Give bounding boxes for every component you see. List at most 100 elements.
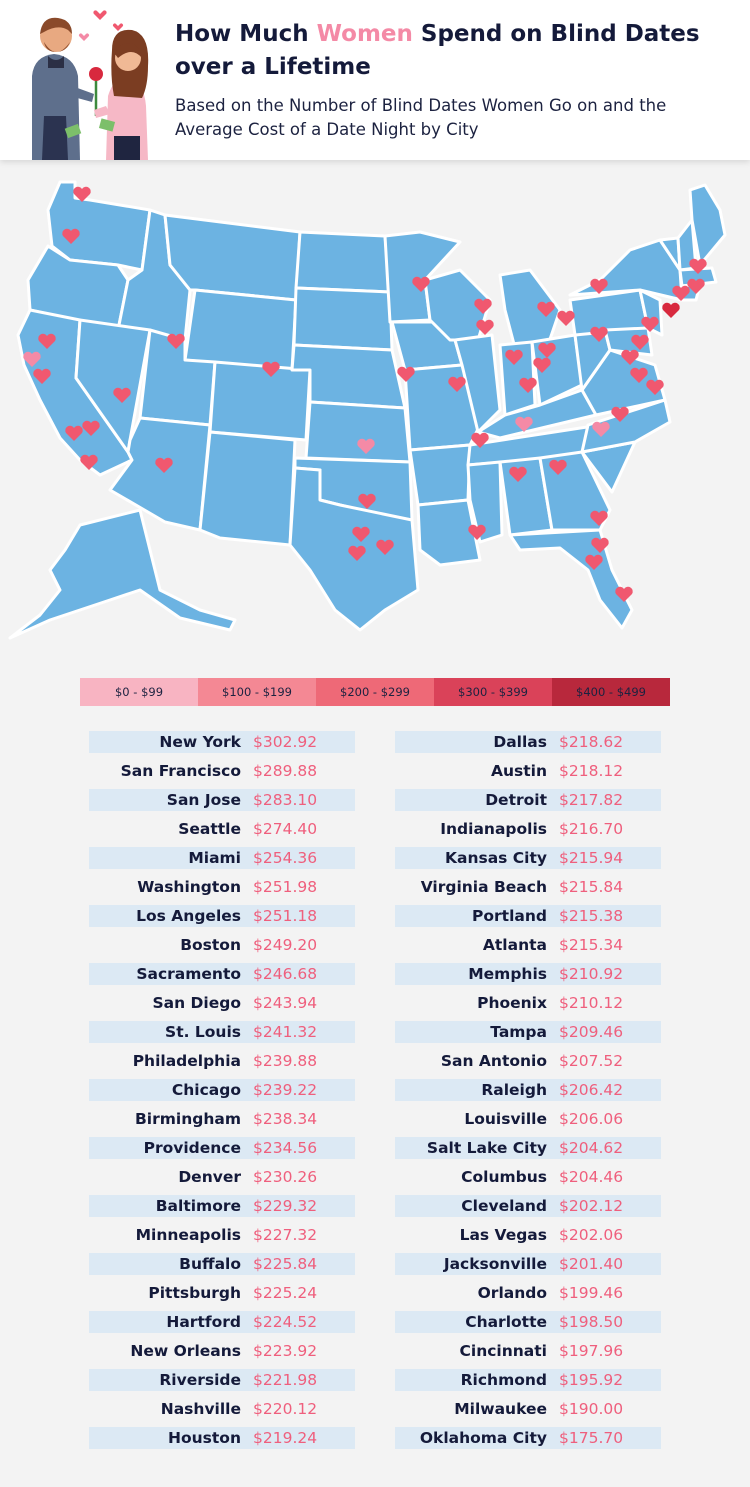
- spend-value: $283.10: [253, 791, 318, 809]
- state-louisiana: [416, 498, 482, 567]
- table-row: Miami $254.36: [89, 847, 355, 869]
- city-heart-marker: [641, 316, 659, 332]
- spend-value: $251.98: [253, 878, 318, 896]
- legend-item: $100 - $199: [198, 678, 316, 706]
- legend-item: $200 - $299: [316, 678, 434, 706]
- city-heart-marker: [537, 301, 555, 317]
- city-heart-marker: [167, 333, 185, 349]
- spend-value: $215.94: [559, 849, 624, 867]
- city-name: Portland: [472, 907, 547, 925]
- city-heart-marker: [155, 457, 173, 473]
- spend-value: $220.12: [253, 1400, 318, 1418]
- city-name: Austin: [490, 762, 547, 780]
- table-row: Las Vegas $202.06: [395, 1224, 661, 1246]
- city-name: Cleveland: [461, 1197, 547, 1215]
- city-name: Detroit: [485, 791, 547, 809]
- table-row: St. Louis $241.32: [89, 1021, 355, 1043]
- spend-value: $225.24: [253, 1284, 318, 1302]
- table-row: Oklahoma City $175.70: [395, 1427, 661, 1449]
- spend-value: $210.92: [559, 965, 624, 983]
- spend-value: $225.84: [253, 1255, 318, 1273]
- city-name: Raleigh: [481, 1081, 547, 1099]
- city-name: Phoenix: [477, 994, 547, 1012]
- spend-value: $274.40: [253, 820, 318, 838]
- table-row: Baltimore $229.32: [89, 1195, 355, 1217]
- title-accent: Women: [316, 21, 413, 47]
- city-name: Buffalo: [179, 1255, 241, 1273]
- table-row: Minneapolis $227.32: [89, 1224, 355, 1246]
- city-heart-marker: [474, 298, 492, 314]
- spend-value: $202.12: [559, 1197, 624, 1215]
- table-row: New Orleans $223.92: [89, 1340, 355, 1362]
- city-name: Cincinnati: [459, 1342, 547, 1360]
- spend-value: $206.06: [559, 1110, 624, 1128]
- spend-value: $197.96: [559, 1342, 624, 1360]
- city-heart-marker: [65, 425, 83, 441]
- city-name: Denver: [178, 1168, 241, 1186]
- spend-value: $195.92: [559, 1371, 624, 1389]
- table-row: Louisville $206.06: [395, 1108, 661, 1130]
- city-heart-marker: [590, 278, 608, 294]
- spend-value: $209.46: [559, 1023, 624, 1041]
- spend-value: $202.06: [559, 1226, 624, 1244]
- spend-value: $249.20: [253, 936, 318, 954]
- city-name: Richmond: [460, 1371, 547, 1389]
- table-row: Riverside $221.98: [89, 1369, 355, 1391]
- spend-value: $229.32: [253, 1197, 318, 1215]
- city-heart-marker: [471, 432, 489, 448]
- city-heart-marker: [352, 526, 370, 542]
- state-north-dakota: [294, 230, 392, 294]
- city-heart-marker: [505, 349, 523, 365]
- city-heart-marker: [615, 586, 633, 602]
- city-heart-marker: [538, 342, 556, 358]
- table-row: Jacksonville $201.40: [395, 1253, 661, 1275]
- city-name: New Orleans: [130, 1342, 241, 1360]
- city-heart-marker: [357, 438, 375, 454]
- state-illinois: [453, 333, 502, 434]
- city-heart-marker: [662, 302, 680, 318]
- city-heart-marker: [631, 334, 649, 350]
- spend-value: $251.18: [253, 907, 318, 925]
- spend-value: $217.82: [559, 791, 624, 809]
- city-heart-marker: [38, 333, 56, 349]
- spend-value: $175.70: [559, 1429, 624, 1447]
- city-name: Seattle: [178, 820, 241, 838]
- table-row: Denver $230.26: [89, 1166, 355, 1188]
- spend-value: $201.40: [559, 1255, 624, 1273]
- table-row: Charlotte $198.50: [395, 1311, 661, 1333]
- table-row: Seattle $274.40: [89, 818, 355, 840]
- city-heart-marker: [630, 367, 648, 383]
- header: How Much Women Spend on Blind Dates over…: [0, 0, 750, 160]
- table-row: Richmond $195.92: [395, 1369, 661, 1391]
- legend-item: $400 - $499: [552, 678, 670, 706]
- city-heart-marker: [646, 379, 664, 395]
- spend-value: $238.34: [253, 1110, 318, 1128]
- city-name: San Diego: [152, 994, 242, 1012]
- spend-value: $254.36: [253, 849, 318, 867]
- table-row: Tampa $209.46: [395, 1021, 661, 1043]
- city-heart-marker: [611, 406, 629, 422]
- us-map: [8, 180, 727, 640]
- city-name: Pittsburgh: [148, 1284, 241, 1302]
- spend-value: $246.68: [253, 965, 318, 983]
- spend-value: $243.94: [253, 994, 318, 1012]
- table-row: Detroit $217.82: [395, 789, 661, 811]
- table-row: Sacramento $246.68: [89, 963, 355, 985]
- city-name: Los Angeles: [136, 907, 241, 925]
- table-left-column: New York $302.92 San Francisco $289.88 San J…: [89, 731, 355, 1456]
- city-heart-marker: [82, 420, 100, 436]
- city-name: St. Louis: [165, 1023, 241, 1041]
- city-heart-marker: [590, 510, 608, 526]
- table-row: Kansas City $215.94: [395, 847, 661, 869]
- table-row: Columbus $204.46: [395, 1166, 661, 1188]
- spend-value: $199.46: [559, 1284, 624, 1302]
- table-row: Cleveland $202.12: [395, 1195, 661, 1217]
- table-row: Buffalo $225.84: [89, 1253, 355, 1275]
- spend-value: $227.32: [253, 1226, 318, 1244]
- spend-value: $221.98: [253, 1371, 318, 1389]
- spend-value: $218.62: [559, 733, 624, 751]
- table-row: Atlanta $215.34: [395, 934, 661, 956]
- city-heart-marker: [397, 366, 415, 382]
- page-title: How Much Women Spend on Blind Dates over…: [175, 21, 700, 80]
- city-name: New York: [159, 733, 241, 751]
